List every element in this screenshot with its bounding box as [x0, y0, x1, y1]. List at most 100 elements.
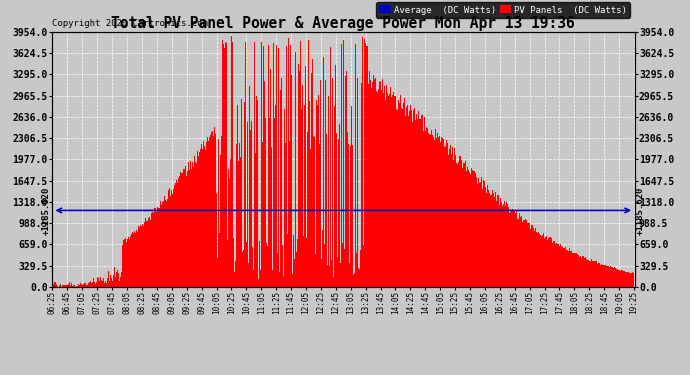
Bar: [558, 244, 559, 287]
Bar: [135, 233, 136, 287]
Bar: [506, 202, 507, 287]
Bar: [150, 214, 151, 287]
Bar: [291, 75, 292, 287]
Bar: [413, 110, 414, 287]
Bar: [627, 272, 628, 287]
Bar: [402, 105, 403, 287]
Bar: [210, 135, 211, 287]
Bar: [321, 250, 322, 287]
Bar: [199, 154, 201, 287]
Bar: [99, 282, 100, 287]
Bar: [417, 119, 418, 287]
Bar: [138, 226, 139, 287]
Bar: [74, 284, 75, 287]
Bar: [387, 93, 388, 287]
Bar: [255, 153, 256, 287]
Bar: [500, 198, 501, 287]
Bar: [453, 159, 454, 287]
Bar: [181, 173, 182, 287]
Bar: [347, 132, 348, 287]
Bar: [141, 222, 142, 287]
Bar: [415, 120, 416, 287]
Bar: [497, 195, 498, 287]
Bar: [203, 147, 204, 287]
Bar: [206, 142, 207, 287]
Bar: [391, 97, 392, 287]
Bar: [223, 44, 224, 287]
Bar: [525, 219, 526, 287]
Bar: [134, 231, 135, 287]
Bar: [309, 102, 310, 287]
Bar: [425, 130, 426, 287]
Bar: [583, 256, 584, 287]
Bar: [157, 207, 158, 287]
Bar: [225, 42, 226, 287]
Bar: [633, 274, 634, 287]
Bar: [298, 64, 299, 287]
Bar: [569, 249, 571, 287]
Bar: [87, 285, 88, 287]
Bar: [270, 72, 271, 287]
Bar: [436, 138, 437, 287]
Bar: [551, 238, 552, 287]
Bar: [431, 130, 432, 287]
Bar: [610, 266, 611, 287]
Bar: [292, 273, 293, 287]
Bar: [241, 265, 242, 287]
Bar: [319, 80, 321, 287]
Bar: [324, 244, 325, 287]
Title: Total PV Panel Power & Average Power Mon Apr 13 19:36: Total PV Panel Power & Average Power Mon…: [111, 16, 575, 31]
Bar: [344, 249, 345, 287]
Bar: [573, 254, 574, 287]
Bar: [96, 282, 97, 287]
Bar: [104, 283, 105, 287]
Bar: [606, 266, 607, 287]
Bar: [509, 213, 510, 287]
Bar: [401, 108, 402, 287]
Bar: [60, 284, 61, 287]
Bar: [528, 224, 529, 287]
Bar: [221, 136, 222, 287]
Bar: [290, 37, 291, 287]
Bar: [601, 264, 602, 287]
Bar: [498, 195, 499, 287]
Bar: [180, 172, 181, 287]
Bar: [185, 166, 186, 287]
Bar: [284, 109, 285, 287]
Bar: [428, 133, 429, 287]
Bar: [355, 262, 356, 287]
Bar: [455, 155, 456, 287]
Bar: [224, 48, 225, 287]
Bar: [353, 275, 354, 287]
Bar: [233, 238, 234, 287]
Bar: [491, 195, 492, 287]
Bar: [305, 66, 306, 287]
Bar: [492, 190, 493, 287]
Bar: [313, 136, 314, 287]
Text: +1185.620: +1185.620: [636, 186, 645, 235]
Bar: [532, 225, 533, 287]
Bar: [168, 190, 169, 287]
Bar: [193, 167, 194, 287]
Bar: [52, 285, 53, 287]
Bar: [374, 79, 375, 287]
Bar: [533, 228, 534, 287]
Bar: [251, 122, 252, 287]
Bar: [280, 90, 281, 287]
Bar: [95, 284, 96, 287]
Bar: [222, 40, 223, 287]
Bar: [494, 197, 495, 287]
Bar: [245, 42, 246, 287]
Bar: [409, 111, 410, 287]
Bar: [132, 233, 133, 287]
Bar: [73, 285, 74, 287]
Bar: [517, 218, 518, 287]
Bar: [589, 261, 590, 287]
Bar: [481, 177, 482, 287]
Bar: [100, 277, 101, 287]
Bar: [159, 208, 160, 287]
Bar: [308, 44, 309, 287]
Bar: [103, 278, 104, 287]
Bar: [451, 153, 452, 287]
Bar: [79, 285, 80, 287]
